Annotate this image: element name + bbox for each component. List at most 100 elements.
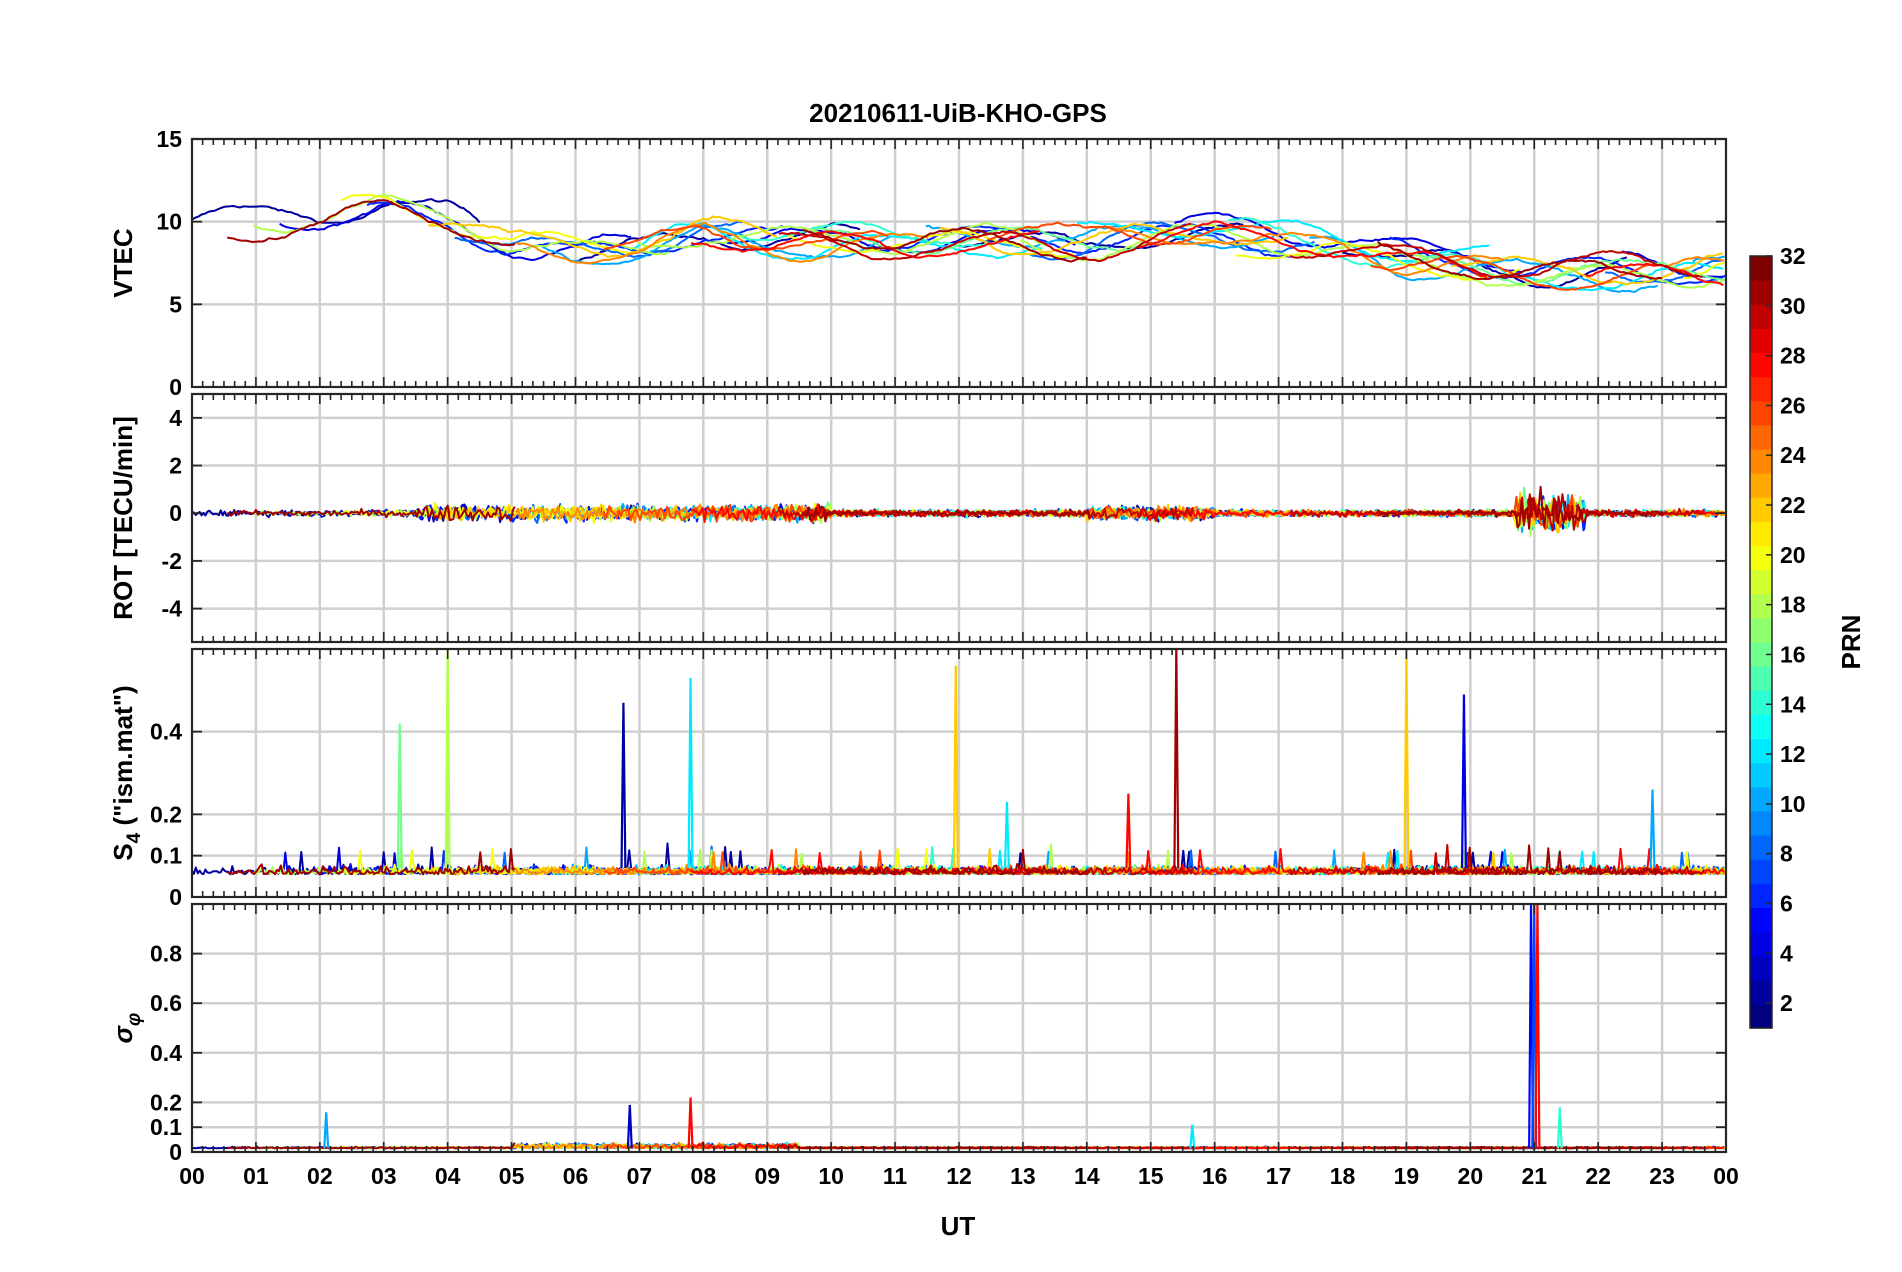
y-tick-label: 0.1	[150, 1114, 182, 1140]
colorbar-tick-label: 18	[1780, 592, 1806, 618]
spike-prn-28	[687, 1097, 694, 1149]
colorbar-segment	[1750, 376, 1772, 402]
y-tick-label: 0.8	[150, 941, 182, 967]
y-tick-label: 0.4	[150, 1040, 182, 1066]
x-tick-label: 19	[1394, 1163, 1420, 1189]
series-group-vtec	[192, 193, 1726, 293]
y-tick-label: 0	[169, 374, 182, 400]
series-line-prn-6	[366, 201, 784, 256]
colorbar-segment	[1750, 859, 1772, 884]
colorbar-tick-label: 20	[1780, 542, 1806, 568]
colorbar-segment	[1750, 931, 1772, 957]
series-line-prn-24	[515, 221, 929, 265]
grid-vtec	[192, 137, 1726, 387]
series-line-prn-24	[1666, 256, 1725, 268]
series-line-prn-28	[1585, 262, 1724, 287]
spike-prn-22	[952, 665, 959, 869]
x-tick-label: 11	[883, 1163, 908, 1189]
colorbar-segment	[1750, 593, 1772, 619]
colorbar-tick-label: 14	[1780, 691, 1806, 717]
x-axis-label: UT	[941, 1211, 976, 1241]
x-tick-label: 17	[1266, 1163, 1292, 1189]
series-line-prn-31	[801, 505, 1091, 523]
spike-prn-3	[626, 1104, 633, 1149]
series-line-prn-12	[629, 222, 1043, 261]
series-line-prn-31	[802, 226, 1087, 263]
x-tick-label: 15	[1138, 1163, 1164, 1189]
colorbar-segment	[1750, 955, 1772, 981]
x-ticks-vtec	[191, 139, 1727, 387]
panel-sigma_phi: 00.10.2 0.4 0.6 0.8 σφ 00 01 02 03 04 05 06 07 08 09 10…	[108, 902, 1739, 1189]
colorbar-tick-label: 4	[1780, 940, 1793, 966]
series-group-sigma_phi	[192, 904, 1726, 1150]
x-tick-label: 00	[1713, 1163, 1739, 1189]
series-line-prn-31	[801, 848, 1091, 876]
series-line-prn-18	[636, 222, 1050, 256]
colorbar-segment	[1750, 328, 1772, 354]
colorbar-segment	[1750, 449, 1772, 474]
spike-prn-10	[1649, 789, 1656, 869]
y-ticks-sigma_phi: 00.10.2 0.4 0.6 0.8	[150, 941, 1726, 1165]
series-line-prn-26	[1370, 254, 1656, 291]
series-line-prn-4	[1174, 211, 1523, 274]
colorbar-label: PRN	[1836, 615, 1866, 670]
y-tick-label: 5	[169, 291, 182, 317]
x-ticks-sigma_phi	[191, 904, 1727, 1152]
colorbar-tick-label: 12	[1780, 741, 1806, 767]
spike-prn-16	[396, 723, 403, 869]
x-ticks-rot	[191, 394, 1727, 642]
series-line-prn-28	[690, 230, 1040, 259]
y-tick-label: 0	[169, 500, 182, 526]
x-tick-label: 16	[1202, 1163, 1228, 1189]
y-ticks-vtec: 0 5 10 15	[156, 126, 1726, 400]
y-axis-label-sigma_phi: σφ	[108, 1013, 145, 1044]
panel-vtec: 0 5 10 15 VTEC	[108, 126, 1728, 400]
y-ticks-s4: 0 0.1 0.2 0.4	[150, 719, 1726, 910]
series-line-prn-18	[1403, 253, 1724, 289]
y-ticks-rot: -4 -2 0 2 4	[162, 405, 1726, 622]
x-tick-labels: 00 01 02 03 04 05 06 07 08 09 10 11 12 13 14 15 16 17 18 19…	[179, 1163, 1739, 1189]
colorbar-tick-label: 2	[1780, 990, 1793, 1016]
colorbar-tick-label: 16	[1780, 641, 1806, 667]
colorbar-segment	[1750, 424, 1772, 450]
series-line-prn-31	[1377, 1145, 1664, 1150]
series-line-prn-31	[227, 199, 515, 247]
x-tick-label: 06	[563, 1163, 589, 1189]
series-line-prn-20	[1682, 261, 1726, 280]
spike-prn-31	[1173, 649, 1180, 869]
colorbar-segment	[1750, 545, 1772, 571]
colorbar-tick-label: 22	[1780, 492, 1806, 518]
colorbar-segment	[1750, 835, 1772, 860]
series-line-prn-26	[603, 225, 889, 252]
y-tick-label: 0.1	[150, 843, 182, 869]
colorbar-tick-label: 10	[1780, 791, 1806, 817]
y-tick-label: -4	[162, 596, 183, 622]
spike-prn-18	[444, 649, 451, 869]
colorbar-tick-label: 30	[1780, 293, 1806, 319]
series-line-prn-30	[778, 222, 1192, 263]
colorbar-tick-label: 28	[1780, 343, 1806, 369]
x-tick-label: 05	[499, 1163, 525, 1189]
series-line-prn-31	[1377, 844, 1665, 876]
y-axis-label-s4: S4 ("ism.mat")	[108, 685, 145, 860]
y-axis-label-rot: ROT [TECU/min]	[108, 416, 138, 620]
x-tick-label: 23	[1649, 1163, 1675, 1189]
x-tick-label: 04	[435, 1163, 461, 1189]
x-tick-label: 13	[1010, 1163, 1036, 1189]
y-tick-label: -2	[162, 548, 182, 574]
spike-prn-14	[1556, 1107, 1563, 1149]
series-line-prn-28	[1138, 220, 1488, 279]
colorbar-tick-label: 6	[1780, 890, 1793, 916]
series-line-prn-20	[1235, 241, 1521, 281]
panel-s4: 0 0.1 0.2 0.4S4 ("ism.mat")	[108, 647, 1728, 910]
x-tick-label: 14	[1074, 1163, 1100, 1189]
colorbar-segment	[1750, 256, 1772, 281]
series-line-prn-30	[1289, 844, 1706, 876]
colorbar-segment	[1750, 280, 1772, 305]
colorbar-tick-label: 8	[1780, 841, 1793, 867]
series-line-prn-31	[1377, 485, 1665, 530]
x-tick-label: 21	[1521, 1163, 1547, 1189]
colorbar-tick-label: 32	[1780, 243, 1806, 269]
spike-prn-12	[687, 677, 694, 869]
